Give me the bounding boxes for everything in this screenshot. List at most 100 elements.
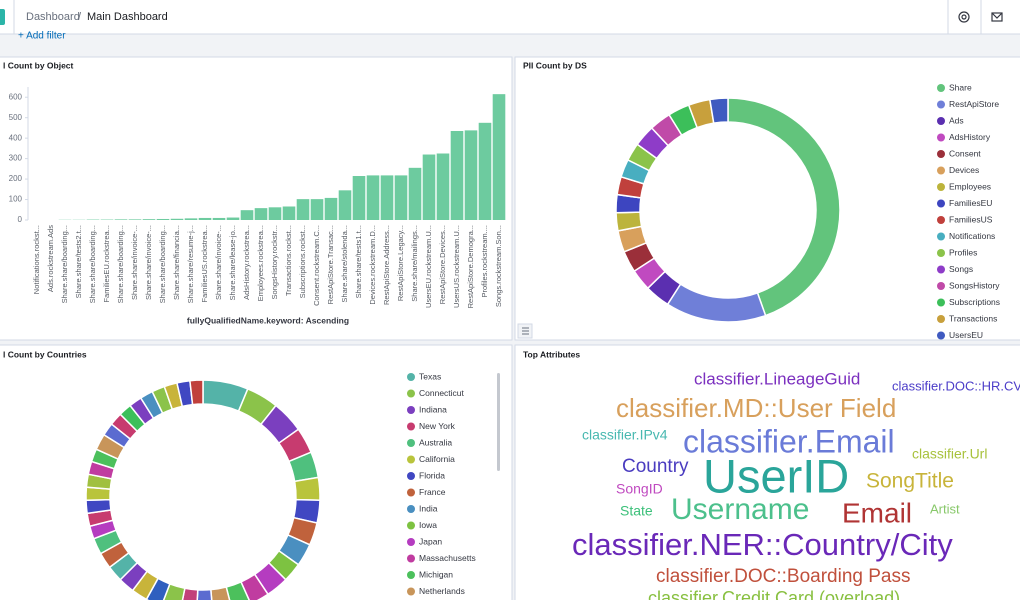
panel-title: l Count by Object <box>3 60 74 70</box>
y-tick-label: 400 <box>9 133 23 142</box>
legend-label[interactable]: Japan <box>419 536 442 546</box>
legend-label[interactable]: RestApiStore <box>949 99 999 109</box>
legend-swatch <box>937 199 945 208</box>
y-tick-label: 200 <box>9 174 23 183</box>
legend-label[interactable]: SongsHistory <box>949 280 1000 290</box>
x-tick-label: Share.share/stolenda... <box>340 225 349 303</box>
legend-label[interactable]: Songs <box>949 264 973 274</box>
x-tick-label: Notifications.rockst... <box>32 225 41 294</box>
legend-label[interactable]: Michigan <box>419 569 453 579</box>
x-tick-label: RestApiStore.Demogra... <box>466 225 475 308</box>
legend-label[interactable]: AdsHistory <box>949 132 991 142</box>
legend-label[interactable]: Florida <box>419 470 445 480</box>
word: classifier.Url <box>912 446 987 462</box>
legend-label[interactable]: FamiliesEU <box>949 198 992 208</box>
word: Email <box>842 497 912 528</box>
top-bar <box>0 0 1020 34</box>
legend-label[interactable]: Consent <box>949 148 981 158</box>
word: classifier.Email <box>683 423 895 459</box>
add-filter[interactable]: + Add filter <box>18 31 66 42</box>
legend-swatch <box>937 265 945 274</box>
bar-chart: 0 100 200 300 400 500 600 Notifications.rockst.… <box>9 87 506 325</box>
legend-label[interactable]: Australia <box>419 437 452 447</box>
x-tick-label: RestApiStore.Address... <box>382 225 391 305</box>
breadcrumb[interactable]: Dashboard <box>26 11 80 23</box>
x-tick-label: UsersEU.rockstream.U... <box>424 225 433 308</box>
legend-swatch <box>937 298 945 307</box>
bar <box>254 208 268 220</box>
bar <box>436 153 450 220</box>
word: UserID <box>703 449 849 502</box>
y-tick-label: 100 <box>9 195 23 204</box>
legend-label[interactable]: California <box>419 454 455 464</box>
bar <box>380 175 394 220</box>
legend-label[interactable]: Profiles <box>949 247 977 257</box>
bar <box>394 175 408 220</box>
bar <box>450 130 464 220</box>
legend-label[interactable]: Transactions <box>949 313 997 323</box>
bar <box>366 175 380 220</box>
bar <box>324 197 338 220</box>
legend-swatch <box>407 554 415 563</box>
x-tick-label: Share.share/boarding... <box>116 225 125 303</box>
x-tick-label: AdsHistory.rockstrea... <box>242 225 251 300</box>
x-tick-label: Share.share/tests1.t... <box>354 225 363 298</box>
legend-swatch <box>937 232 945 241</box>
legend-label[interactable]: Share <box>949 82 972 92</box>
x-tick-label: FamiliesUS.rockstrea... <box>200 225 209 303</box>
word: classifier.Credit Card (overload) <box>648 588 900 600</box>
legend-toggle[interactable] <box>517 323 533 339</box>
bar <box>114 219 128 220</box>
legend-swatch <box>937 216 945 224</box>
legend-label[interactable]: UsersEU <box>949 330 983 340</box>
legend-label[interactable]: FamiliesUS <box>949 214 993 224</box>
x-tick-label: Devices.rockstream.D... <box>368 225 377 305</box>
x-tick-label: Songs.rockstream.Son... <box>494 225 503 307</box>
y-tick-label: 300 <box>9 154 23 163</box>
x-tick-label: Share.share/resume-j... <box>186 225 195 303</box>
bar <box>478 122 492 220</box>
slice <box>708 97 729 125</box>
panel-title: PII Count by DS <box>523 60 587 70</box>
y-tick-label: 600 <box>9 92 23 101</box>
word: Artist <box>930 501 960 516</box>
mail-icon[interactable] <box>991 12 1003 22</box>
legend-label[interactable]: Iowa <box>419 520 437 530</box>
legend-label[interactable]: France <box>419 487 446 497</box>
legend-label[interactable]: Devices <box>949 165 979 175</box>
word: classifier.LineageGuid <box>694 369 860 388</box>
legend-label[interactable]: Massachusetts <box>419 553 476 563</box>
bar <box>310 199 324 220</box>
legend-label[interactable]: Ads <box>949 115 964 125</box>
bar <box>212 217 226 220</box>
legend-swatch <box>407 373 415 381</box>
legend-scrollbar[interactable] <box>497 373 500 471</box>
legend-label[interactable]: Connecticut <box>419 388 465 398</box>
legend-label[interactable]: Notifications <box>949 231 995 241</box>
legend-swatch <box>937 166 945 175</box>
menu-button[interactable] <box>0 9 5 25</box>
bar <box>492 94 506 220</box>
x-tick-label: Consent.rockstream.C... <box>312 225 321 306</box>
legend-label[interactable]: Netherlands <box>419 586 465 596</box>
x-tick-label: RestApiStore.Transac... <box>326 225 335 304</box>
word: classifier.IPv4 <box>582 427 668 443</box>
x-tick-label: Employees.rockstrea... <box>256 225 265 301</box>
legend-label[interactable]: Texas <box>419 371 441 381</box>
legend-swatch <box>407 422 415 431</box>
legend-label[interactable]: India <box>419 503 438 513</box>
help-icon[interactable] <box>958 11 970 23</box>
legend-label[interactable]: Employees <box>949 181 991 191</box>
legend-swatch <box>937 133 945 142</box>
legend-swatch <box>407 406 415 414</box>
legend-label[interactable]: Subscriptions <box>949 297 1000 307</box>
bar <box>156 218 170 220</box>
legend-swatch <box>407 505 415 513</box>
x-tick-label: SongsHistory.rockstr... <box>270 225 279 299</box>
donut-chart: Texas Connecticut Indiana New York Australia… <box>85 371 476 600</box>
legend-label[interactable]: Indiana <box>419 404 447 414</box>
legend-label[interactable]: New York <box>419 421 456 431</box>
legend-swatch <box>937 331 945 340</box>
donut-chart: Share RestApiStore Ads AdsHistory Consent Dev… <box>615 82 1000 340</box>
